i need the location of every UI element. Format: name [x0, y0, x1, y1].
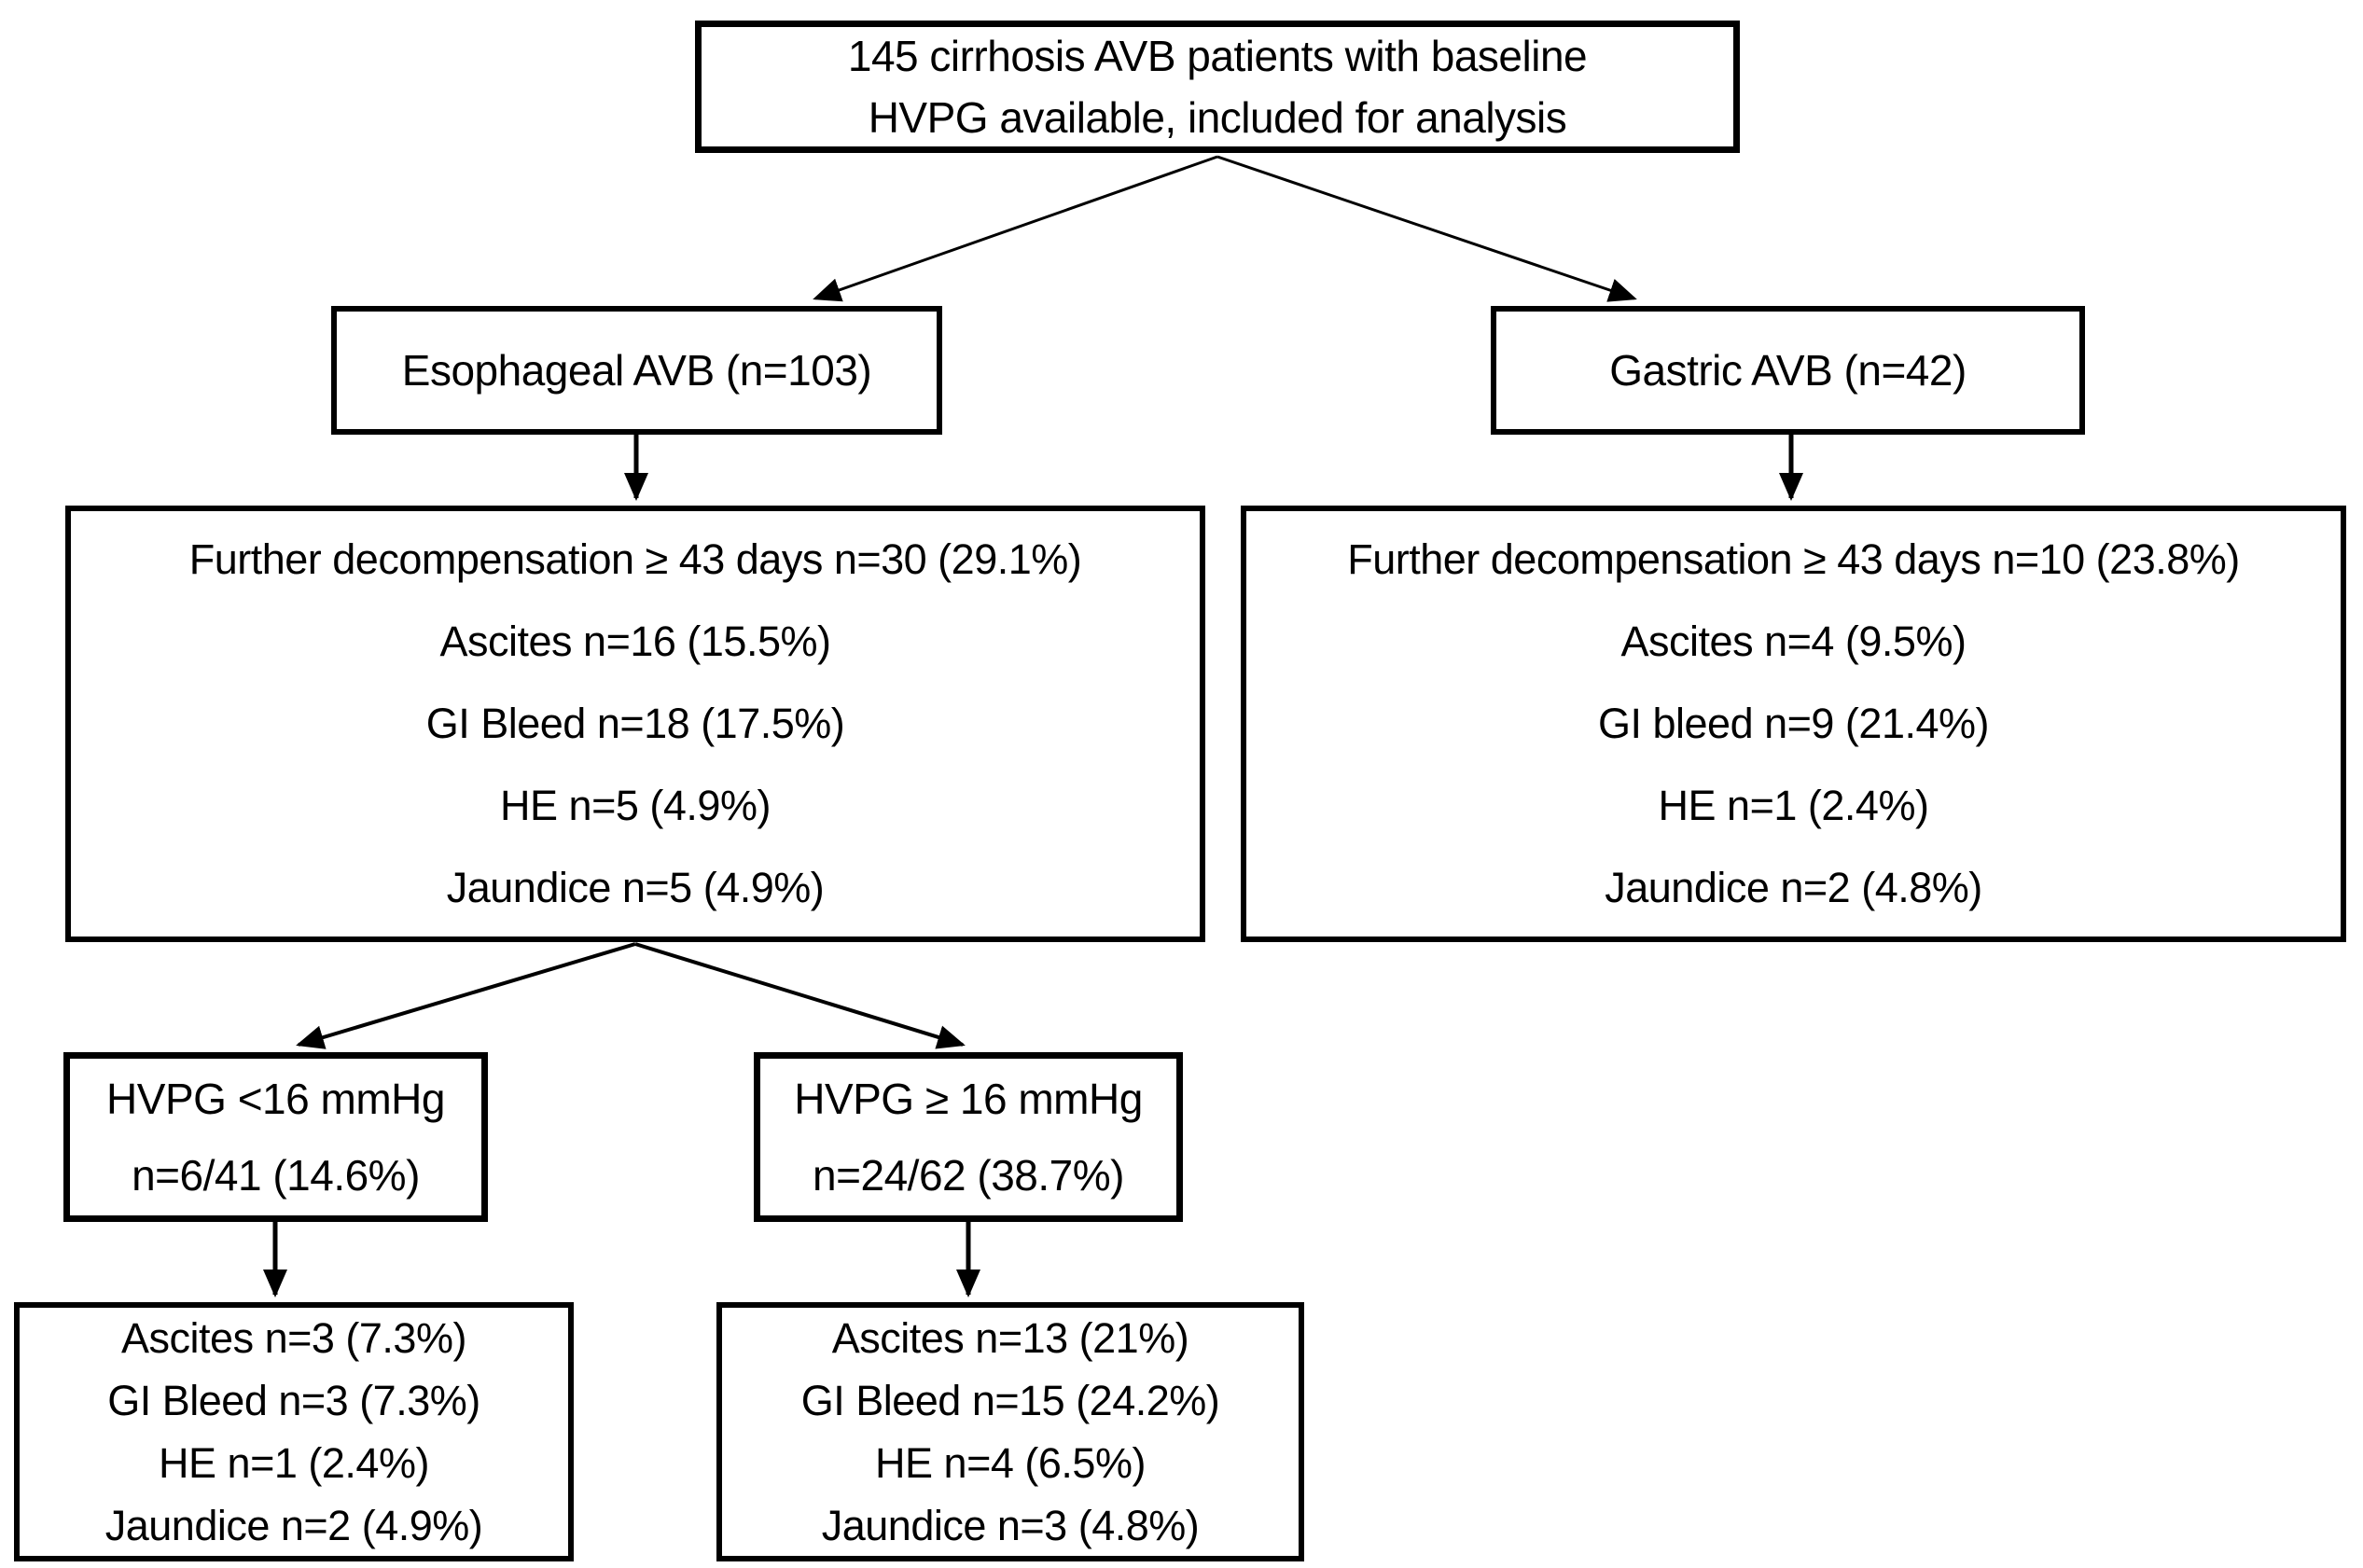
connector-root-to-gastric	[1216, 155, 1637, 302]
node-esophageal-outcomes: Further decompensation ≥ 43 days n=30 (2…	[65, 506, 1205, 942]
node-text-line: n=6/41 (14.6%)	[132, 1151, 420, 1200]
connector-outcomes-to-hvpg-low	[296, 942, 636, 1049]
node-text-line: HVPG available, included for analysis	[868, 93, 1567, 142]
connector-root-to-esophageal	[813, 155, 1218, 302]
node-text-line: GI Bleed n=15 (24.2%)	[800, 1377, 1220, 1424]
node-text-line: Jaundice n=2 (4.8%)	[1605, 864, 1982, 911]
node-hvpg-16-or-more: HVPG ≥ 16 mmHg n=24/62 (38.7%)	[754, 1052, 1183, 1222]
node-text-line: Ascites n=3 (7.3%)	[121, 1314, 466, 1362]
node-total-population: 145 cirrhosis AVB patients with baseline…	[695, 21, 1740, 153]
node-text-line: Jaundice n=3 (4.8%)	[821, 1502, 1200, 1549]
node-text-line: Further decompensation ≥ 43 days n=30 (2…	[188, 535, 1082, 583]
connector-outcomes-to-hvpg-high	[634, 942, 966, 1049]
node-text-line: HVPG <16 mmHg	[106, 1075, 445, 1123]
node-text-line: Jaundice n=5 (4.9%)	[446, 864, 825, 911]
node-hvpg-low-outcomes: Ascites n=3 (7.3%) GI Bleed n=3 (7.3%) H…	[14, 1302, 574, 1561]
node-text-line: GI bleed n=9 (21.4%)	[1597, 700, 1990, 747]
node-text-line: GI Bleed n=3 (7.3%)	[107, 1377, 480, 1424]
node-text-line: HVPG ≥ 16 mmHg	[794, 1075, 1143, 1123]
node-esophageal-avb: Esophageal AVB (n=103)	[331, 306, 942, 435]
node-text-line: Jaundice n=2 (4.9%)	[104, 1502, 483, 1549]
node-text-line: HE n=4 (6.5%)	[875, 1439, 1146, 1487]
node-text-line: Gastric AVB (n=42)	[1609, 346, 1967, 395]
node-hvpg-high-outcomes: Ascites n=13 (21%) GI Bleed n=15 (24.2%)…	[716, 1302, 1304, 1561]
node-text-line: Ascites n=13 (21%)	[831, 1314, 1189, 1362]
node-text-line: HE n=1 (2.4%)	[1658, 782, 1929, 829]
node-text-line: 145 cirrhosis AVB patients with baseline	[847, 32, 1588, 80]
node-text-line: HE n=5 (4.9%)	[500, 782, 771, 829]
node-hvpg-below-16: HVPG <16 mmHg n=6/41 (14.6%)	[63, 1052, 488, 1222]
node-gastric-avb: Gastric AVB (n=42)	[1491, 306, 2085, 435]
node-text-line: Ascites n=16 (15.5%)	[439, 617, 831, 665]
node-gastric-outcomes: Further decompensation ≥ 43 days n=10 (2…	[1241, 506, 2346, 942]
node-text-line: Esophageal AVB (n=103)	[401, 346, 872, 395]
node-text-line: HE n=1 (2.4%)	[159, 1439, 429, 1487]
node-text-line: n=24/62 (38.7%)	[813, 1151, 1124, 1200]
node-text-line: GI Bleed n=18 (17.5%)	[425, 700, 845, 747]
node-text-line: Further decompensation ≥ 43 days n=10 (2…	[1347, 535, 2240, 583]
node-text-line: Ascites n=4 (9.5%)	[1620, 617, 1967, 665]
